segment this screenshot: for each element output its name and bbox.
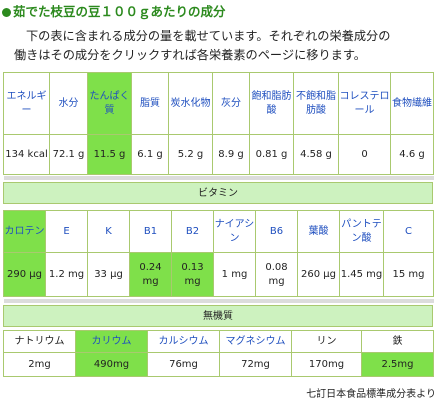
header-dietary-fiber[interactable]: 食物繊維 xyxy=(390,72,434,135)
value-ash: 8.9 g xyxy=(212,134,250,175)
header-carbohydrate[interactable]: 炭水化物 xyxy=(168,72,213,135)
header-vitamin-b2[interactable]: B2 xyxy=(171,210,214,253)
value-vitamin-k: 33 μg xyxy=(87,252,130,297)
value-cholesterol: 0 xyxy=(338,134,391,175)
header-vitamin-b1[interactable]: B1 xyxy=(129,210,172,253)
header-protein[interactable]: たんぱく質 xyxy=(87,72,132,135)
value-vitamin-b1: 0.24 mg xyxy=(129,252,172,297)
header-iron[interactable]: 鉄 xyxy=(361,330,434,353)
header-pantothenic-acid[interactable]: パントテン酸 xyxy=(339,210,384,253)
header-fat[interactable]: 脂質 xyxy=(131,72,169,135)
mineral-table: ナトリウム カリウム カルシウム マグネシウム リン 鉄 2mg 490mg 7… xyxy=(3,330,434,377)
value-unsaturated-fat: 4.58 g xyxy=(293,134,339,175)
header-unsaturated-fat[interactable]: 不飽和脂肪酸 xyxy=(293,72,339,135)
intro-text: 下の表に含まれる成分の量を載せています。それぞれの栄養成分の 働きはその成分をク… xyxy=(14,27,436,65)
value-magnesium: 72mg xyxy=(219,352,292,377)
header-vitamin-k[interactable]: K xyxy=(87,210,130,253)
value-vitamin-c: 15 mg xyxy=(383,252,434,297)
intro-line-1: 下の表に含まれる成分の量を載せています。それぞれの栄養成分の xyxy=(26,29,391,43)
value-protein: 11.5 g xyxy=(87,134,132,175)
value-vitamin-b6: 0.08 mg xyxy=(255,252,298,297)
header-magnesium[interactable]: マグネシウム xyxy=(219,330,292,353)
vitamin-section-header: ビタミン xyxy=(3,182,433,204)
value-carbohydrate: 5.2 g xyxy=(168,134,213,175)
page-title: 茹でた枝豆の豆１００ｇあたりの成分 xyxy=(2,2,438,22)
header-potassium[interactable]: カリウム xyxy=(75,330,148,353)
value-folate: 260 μg xyxy=(297,252,340,297)
value-sodium: 2mg xyxy=(3,352,76,377)
value-iron: 2.5mg xyxy=(361,352,434,377)
header-carotene[interactable]: カロテン xyxy=(3,210,46,253)
value-water: 72.1 g xyxy=(49,134,88,175)
section-divider xyxy=(4,299,434,303)
bullet-icon xyxy=(2,8,11,17)
value-calcium: 76mg xyxy=(147,352,220,377)
mineral-section-header: 無機質 xyxy=(3,305,433,327)
intro-line-2: 働きはその成分をクリックすれば各栄養素のページに移ります。 xyxy=(14,48,366,62)
value-carotene: 290 μg xyxy=(3,252,46,297)
main-nutrient-table: エネルギー 水分 たんぱく質 脂質 炭水化物 灰分 飽和脂肪酸 不飽和脂肪酸 コ… xyxy=(3,72,434,175)
header-sodium: ナトリウム xyxy=(3,330,76,353)
header-vitamin-b6[interactable]: B6 xyxy=(255,210,298,253)
value-vitamin-b2: 0.13 mg xyxy=(171,252,214,297)
source-note: 七訂日本食品標準成分表より xyxy=(306,389,436,400)
value-potassium: 490mg xyxy=(75,352,148,377)
header-phosphorus: リン xyxy=(291,330,362,353)
value-saturated-fat: 0.81 g xyxy=(249,134,294,175)
value-niacin: 1 mg xyxy=(213,252,256,297)
header-niacin[interactable]: ナイアシン xyxy=(213,210,256,253)
value-pantothenic-acid: 1.45 mg xyxy=(339,252,384,297)
value-vitamin-e: 1.2 mg xyxy=(45,252,88,297)
header-water: 水分 xyxy=(49,72,88,135)
section-divider xyxy=(4,176,434,180)
vitamin-table: カロテン E K B1 B2 ナイアシン B6 葉酸 パントテン酸 C 290 … xyxy=(3,210,434,297)
header-folate[interactable]: 葉酸 xyxy=(297,210,340,253)
value-dietary-fiber: 4.6 g xyxy=(390,134,434,175)
header-cholesterol[interactable]: コレステロール xyxy=(338,72,391,135)
header-vitamin-c[interactable]: C xyxy=(383,210,434,253)
header-saturated-fat[interactable]: 飽和脂肪酸 xyxy=(249,72,294,135)
value-phosphorus: 170mg xyxy=(291,352,362,377)
header-energy[interactable]: エネルギー xyxy=(3,72,50,135)
value-energy: 134 kcal xyxy=(3,134,50,175)
header-vitamin-e[interactable]: E xyxy=(45,210,88,253)
value-fat: 6.1 g xyxy=(131,134,169,175)
header-calcium[interactable]: カルシウム xyxy=(147,330,220,353)
header-ash: 灰分 xyxy=(212,72,250,135)
